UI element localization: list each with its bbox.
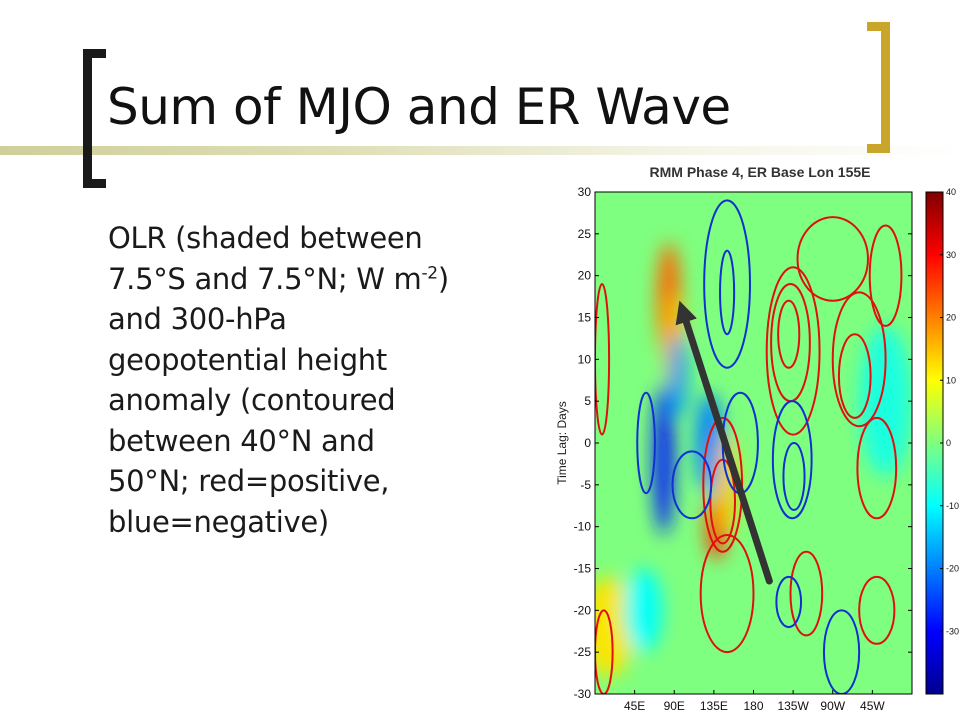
olr-anomaly [669, 334, 688, 418]
negative-height-contour [636, 391, 656, 495]
negative-height-contour [671, 450, 713, 520]
positive-height-contour [699, 534, 755, 654]
slide-body-text: OLR (shaded between 7.5°S and 7.5°N; W m… [108, 218, 538, 542]
colorbar-tick-label: 30 [946, 250, 956, 260]
colorbar-tick-label: 10 [946, 375, 956, 385]
positive-height-contour [858, 575, 896, 645]
negative-height-contour [782, 442, 806, 511]
chart-title: RMM Phase 4, ER Base Lon 155E [649, 164, 871, 180]
negative-height-contour [775, 575, 803, 629]
y-tick-label: 30 [578, 185, 592, 199]
body-line-4: geopotential height [108, 342, 387, 377]
y-tick-label: 15 [578, 311, 592, 325]
y-tick-label: -25 [574, 645, 592, 659]
negative-height-contour [771, 400, 813, 520]
x-tick-label: 45W [860, 699, 885, 713]
body-line-2-close: ) [437, 261, 449, 296]
left-bracket-decoration [83, 49, 106, 188]
y-tick-label: 20 [578, 269, 592, 283]
olr-anomaly [859, 325, 912, 477]
x-tick-label: 45E [624, 699, 645, 713]
body-line-5: anomaly (contoured [108, 383, 396, 417]
positive-height-contour [831, 291, 887, 428]
x-axis-ticks: 45E 90E 135E 180 135W 90W 45W [624, 690, 885, 713]
positive-height-contour [868, 224, 903, 327]
hovmoller-chart: 30 25 20 15 10 5 0 -5 -10 -15 -20 -25 -30 45E 90E 135E… [555, 185, 959, 713]
positive-height-contour [856, 416, 898, 520]
negative-height-contour [703, 199, 751, 369]
positive-height-contour [789, 550, 824, 637]
x-tick-label: 90E [664, 699, 685, 713]
propagation-arrow [675, 300, 773, 585]
body-line-3: and 300-hPa [108, 302, 287, 336]
x-tick-label: 180 [743, 699, 763, 713]
y-tick-label: 10 [578, 352, 592, 366]
olr-anomaly [653, 384, 675, 536]
body-line-2-superscript: -2 [421, 262, 438, 283]
y-tick-label: -15 [574, 562, 592, 576]
y-tick-label: 5 [584, 394, 591, 408]
body-line-8: blue=negative) [108, 504, 329, 539]
x-tick-label: 135E [700, 699, 728, 713]
body-line-1: OLR (shaded between [108, 221, 423, 255]
olr-shading [595, 192, 912, 694]
propagation-arrow-layer [675, 300, 773, 585]
x-tick-label: 90W [820, 699, 845, 713]
y-tick-label: 0 [584, 436, 591, 450]
olr-anomaly [624, 568, 663, 653]
colorbar-tick-label: 40 [946, 187, 956, 197]
negative-height-contour [719, 249, 736, 336]
positive-height-contour [837, 333, 872, 419]
height-contours [595, 199, 903, 694]
body-line-6: between 40°N and [108, 423, 375, 458]
slide-title: Sum of MJO and ER Wave [107, 78, 731, 136]
title-accent-line [0, 146, 960, 155]
y-tick-label: -5 [580, 478, 591, 492]
colorbar-tick-label: 0 [946, 438, 951, 448]
y-tick-label: -20 [574, 603, 592, 617]
body-line-7: 50°N; red=positive, [108, 464, 390, 498]
colorbar-tick-label: -20 [946, 564, 959, 574]
positive-height-contour [777, 299, 801, 369]
positive-height-contour [595, 283, 611, 436]
right-bracket-decoration [867, 22, 890, 153]
positive-height-contour [765, 266, 821, 436]
colorbar-tick-label: -10 [946, 501, 959, 511]
y-tick-label: -30 [574, 687, 592, 701]
body-line-2: 7.5°S and 7.5°N; W m [108, 261, 422, 296]
y-tick-label: -10 [574, 520, 592, 534]
y-tick-label: 25 [578, 227, 592, 241]
x-tick-label: 135W [777, 699, 809, 713]
colorbar-ticks: 40 30 20 10 0 -10 -20 -30 [940, 187, 959, 636]
colorbar-tick-label: 20 [946, 313, 956, 323]
positive-height-contour [796, 216, 869, 302]
y-axis-label: Time Lag: Days [555, 401, 569, 485]
colorbar-tick-label: -30 [946, 626, 959, 636]
y-axis-ticks: 30 25 20 15 10 5 0 -5 -10 -15 -20 -25 -30 [574, 185, 912, 701]
